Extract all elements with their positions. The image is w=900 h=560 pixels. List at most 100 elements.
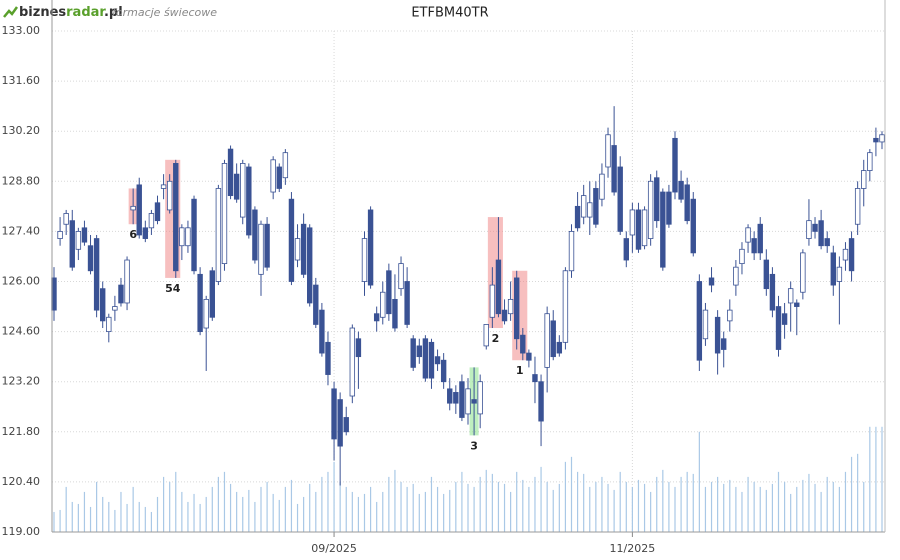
candle-body <box>763 259 770 290</box>
candle-body <box>562 270 569 343</box>
candle-body <box>367 209 374 286</box>
logo-part: .pl <box>104 5 123 20</box>
pattern-label: 6 <box>129 228 137 241</box>
candle-body <box>745 227 751 243</box>
candle-body <box>294 238 301 261</box>
candle-body <box>544 313 550 368</box>
candle-body <box>215 188 222 282</box>
candle-body <box>154 202 161 222</box>
candle-body <box>179 227 185 247</box>
candle-body <box>386 270 392 315</box>
candle-body <box>63 213 69 225</box>
y-tick-label: 131.60 <box>2 74 41 87</box>
candle-body <box>629 209 636 236</box>
candle-body <box>520 334 526 354</box>
candle-body <box>666 191 672 225</box>
candle-body <box>854 188 861 225</box>
y-tick-label: 124.60 <box>2 325 41 338</box>
candle-body <box>118 284 124 304</box>
y-tick-label: 133.00 <box>2 24 41 37</box>
candle-body <box>258 223 264 275</box>
candle-body <box>848 238 855 272</box>
candle-body <box>191 198 197 272</box>
candle-body <box>355 338 362 358</box>
pattern-label: 2 <box>492 332 500 345</box>
candle-body <box>264 223 270 268</box>
candle-body <box>227 148 234 197</box>
candle-body <box>447 388 453 404</box>
candle-body <box>818 220 824 247</box>
candle-body <box>769 273 776 311</box>
x-tick-label: 11/2025 <box>610 542 656 555</box>
candle-body <box>81 227 88 243</box>
candle-body <box>483 324 489 347</box>
candle-body <box>641 209 648 247</box>
candle-body <box>861 170 867 189</box>
candle-body <box>87 245 94 272</box>
candle-body <box>349 327 356 397</box>
y-tick-label: 121.80 <box>2 425 41 438</box>
candle-body <box>337 399 343 447</box>
candle-body <box>106 316 112 332</box>
candle-body <box>654 177 660 222</box>
pattern-label: 54 <box>165 282 181 295</box>
candle-body <box>733 266 739 286</box>
candle-body <box>727 309 733 322</box>
candle-body <box>361 238 368 282</box>
candle-body <box>507 298 514 315</box>
candle-body <box>331 388 337 440</box>
candle-body <box>879 134 885 143</box>
candle-body <box>453 392 459 404</box>
candle-body <box>721 338 727 350</box>
candle-body <box>112 306 118 311</box>
candle-body <box>300 223 307 275</box>
candle-body <box>404 281 410 325</box>
candle-body <box>124 259 130 304</box>
candle-body <box>538 381 544 422</box>
candle-body <box>166 180 173 211</box>
candle-body <box>69 220 75 268</box>
candle-body <box>587 202 593 218</box>
candle-body <box>501 309 508 322</box>
candle-body <box>282 152 289 179</box>
candle-body <box>380 291 386 318</box>
candle-body <box>532 374 538 383</box>
candle-body <box>714 316 721 354</box>
candle-body <box>185 227 191 247</box>
candle-body <box>781 313 788 325</box>
candle-body <box>580 195 587 218</box>
candle-body <box>173 163 179 272</box>
candle-body <box>739 248 745 265</box>
logo[interactable]: biznesradar.pl <box>3 5 123 20</box>
candle-body <box>775 306 782 350</box>
logo-part: radar <box>66 5 106 20</box>
candle-body <box>495 259 502 315</box>
candle-body <box>276 166 282 189</box>
candle-body <box>678 180 684 200</box>
candle-body <box>684 184 690 222</box>
candle-body <box>93 238 100 311</box>
candle-body <box>398 263 404 290</box>
candle-body <box>830 252 836 286</box>
candle-body <box>136 184 142 236</box>
candle-body <box>313 284 319 325</box>
candle-body <box>800 252 806 293</box>
logo-part: biznes <box>19 5 66 20</box>
y-tick-label: 130.20 <box>2 124 41 137</box>
candle-body <box>459 381 465 418</box>
candle-body <box>252 209 258 261</box>
y-tick-label: 119.00 <box>2 525 41 538</box>
candle-body <box>526 352 532 361</box>
candle-body <box>751 238 757 254</box>
candle-body <box>556 341 563 354</box>
candle-body <box>307 227 313 304</box>
candle-body <box>434 356 441 365</box>
candle-body <box>142 227 149 239</box>
candle-body <box>392 298 398 329</box>
candle-body <box>209 270 215 318</box>
subtitle: formacje świecowe <box>112 6 217 19</box>
y-tick-label: 126.00 <box>2 275 41 288</box>
logo-text: biznesradar.pl <box>19 5 123 20</box>
